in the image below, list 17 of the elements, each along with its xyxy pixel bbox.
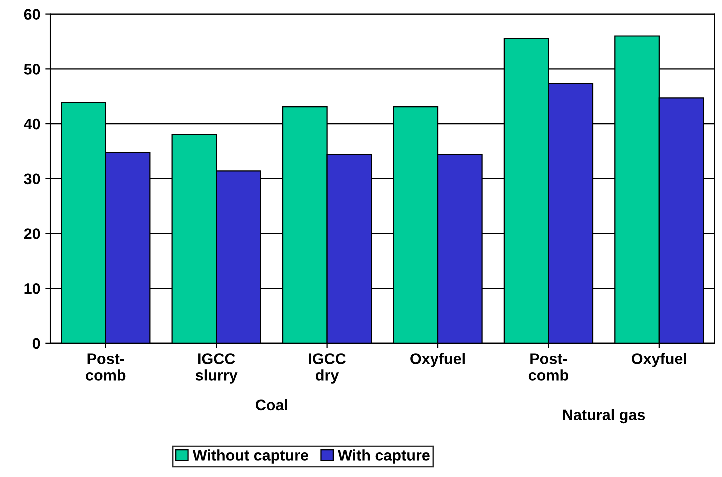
y-tick-label: 40 — [24, 118, 40, 130]
y-tick-label: 60 — [24, 9, 40, 20]
x-tick-label: IGCC dry — [309, 354, 346, 384]
x-tick-label: IGCC slurry — [196, 354, 238, 384]
text: Natural gas — [563, 409, 646, 424]
legend-label: With capture — [338, 450, 430, 464]
x-tick-label: Oxyfuel — [632, 353, 686, 368]
x-tick-label: Oxyfuel — [410, 353, 465, 368]
y-tick-label: 20 — [24, 228, 40, 240]
legend-label: Without capture — [192, 450, 308, 464]
y-tick-label: 10 — [24, 283, 40, 294]
x-tick-label: Post- comb — [86, 354, 126, 381]
x-tick-label: Post- comb — [528, 354, 568, 381]
y-tick-label: 30 — [24, 174, 40, 185]
y-tick-label: 0 — [32, 338, 40, 350]
text: Coal — [256, 399, 288, 411]
y-tick-label: 50 — [24, 64, 40, 75]
